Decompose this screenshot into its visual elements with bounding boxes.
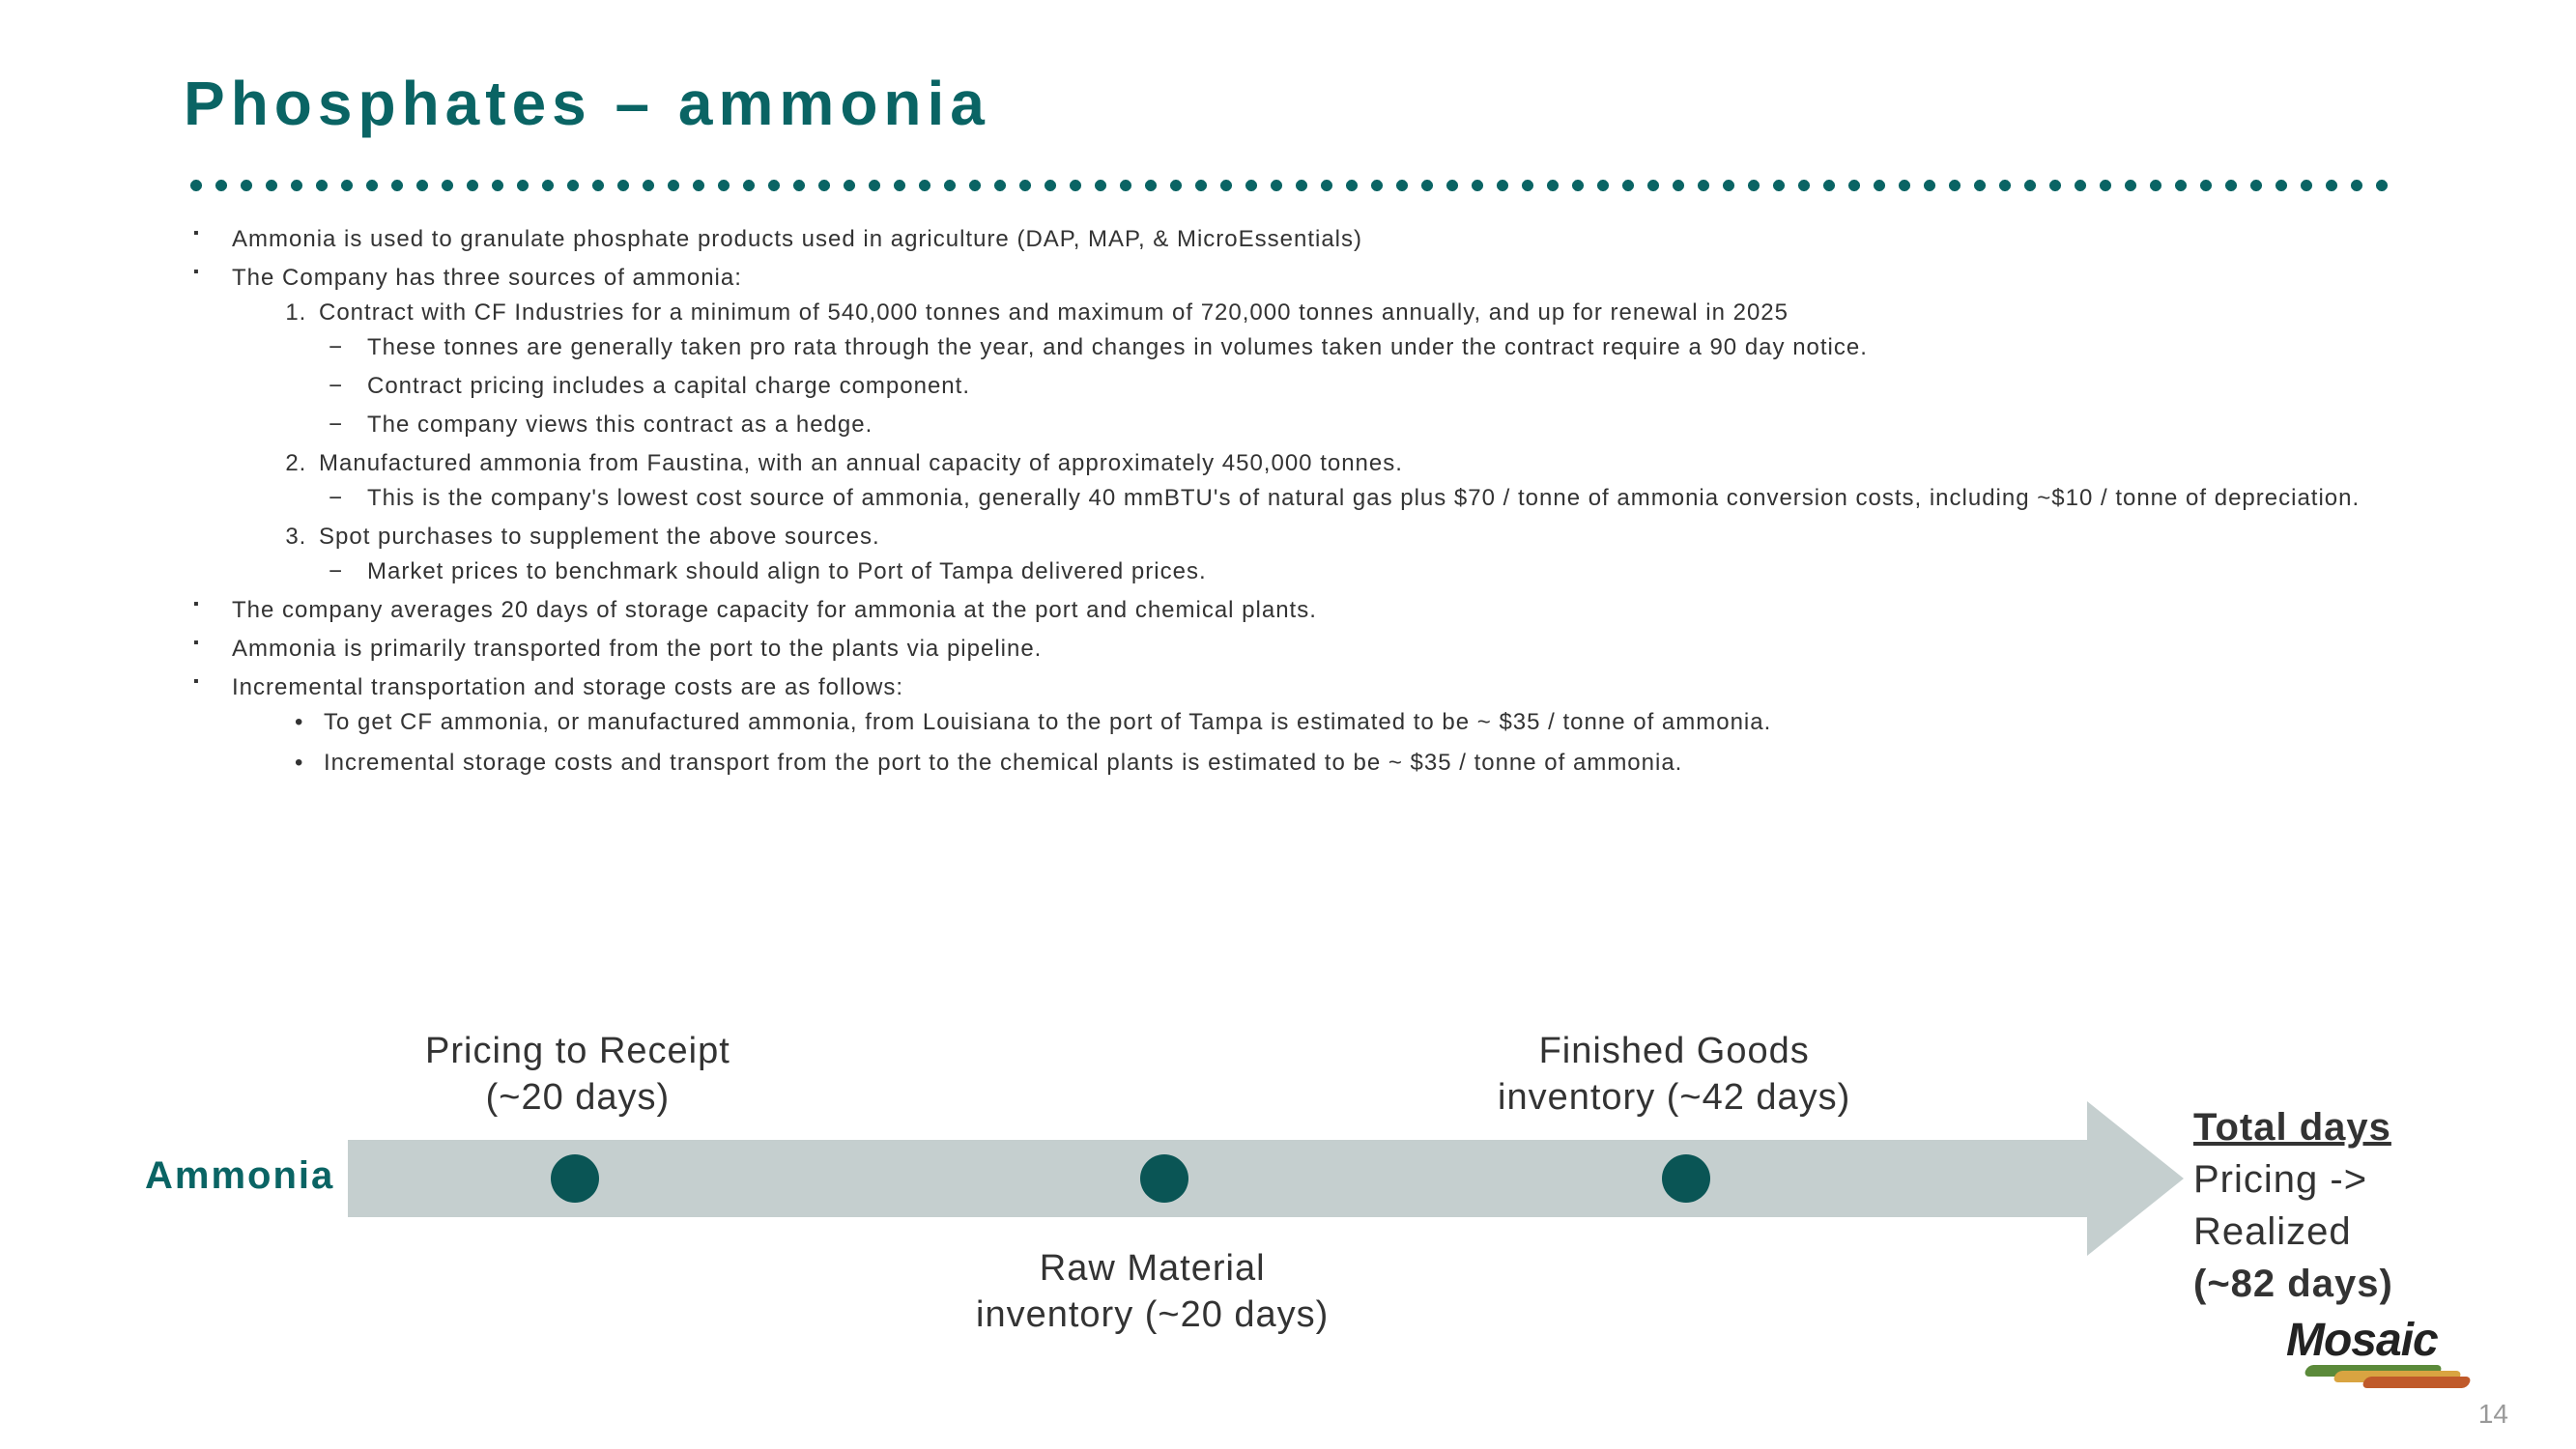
bullet: The Company has three sources of ammonia… — [184, 261, 2392, 589]
slide: Phosphates – ammonia Ammonia is used to … — [0, 0, 2576, 1449]
bullet: Ammonia is used to granulate phosphate p… — [184, 222, 2392, 257]
stage-label-line: inventory (~42 days) — [1498, 1075, 1850, 1122]
total-line: Realized — [2193, 1206, 2393, 1258]
numbered-item: Spot purchases to supplement the above s… — [314, 520, 2392, 589]
logo-text: Mosaic — [2286, 1314, 2499, 1367]
sub-bullet: Market prices to benchmark should align … — [319, 554, 2392, 589]
stage-label-line: Pricing to Receipt — [425, 1029, 730, 1075]
numbered-text: Manufactured ammonia from Faustina, with… — [319, 450, 1403, 476]
sub-bullet: To get CF ammonia, or manufactured ammon… — [285, 705, 2392, 740]
stage-label-line: inventory (~20 days) — [976, 1293, 1329, 1339]
arrow-body — [348, 1140, 2087, 1217]
stage-label-line: Raw Material — [976, 1246, 1329, 1293]
stage-label: Pricing to Receipt(~20 days) — [425, 1029, 730, 1121]
timeline-diagram: Ammonia Pricing to Receipt(~20 days) Raw … — [145, 1005, 2431, 1391]
content-body: Ammonia is used to granulate phosphate p… — [184, 222, 2392, 781]
numbered-text: Contract with CF Industries for a minimu… — [319, 299, 1789, 326]
stage-label-line: (~20 days) — [425, 1075, 730, 1122]
bullet: Incremental transportation and storage c… — [184, 670, 2392, 781]
sub-bullet: This is the company's lowest cost source… — [319, 481, 2392, 516]
total-line: (~82 days) — [2193, 1258, 2393, 1310]
numbered-item: Contract with CF Industries for a minimu… — [314, 296, 2392, 442]
stage-label: Raw Materialinventory (~20 days) — [976, 1246, 1329, 1338]
stage-dot — [1140, 1154, 1188, 1203]
numbered-item: Manufactured ammonia from Faustina, with… — [314, 446, 2392, 516]
total-days-box: Total days Pricing -> Realized (~82 days… — [2193, 1101, 2393, 1310]
arrow-shape — [348, 1140, 2184, 1217]
page-number: 14 — [2478, 1399, 2508, 1430]
stage-dot — [551, 1154, 599, 1203]
stage-label-line: Finished Goods — [1498, 1029, 1850, 1075]
arrow-head — [2087, 1101, 2184, 1256]
stage-label: Finished Goodsinventory (~42 days) — [1498, 1029, 1850, 1121]
dot-separator — [184, 178, 2392, 193]
diagram-row-label: Ammonia — [145, 1154, 334, 1198]
bullet: Ammonia is primarily transported from th… — [184, 632, 2392, 667]
sub-bullet: The company views this contract as a hed… — [319, 408, 2392, 442]
sub-bullet: Contract pricing includes a capital char… — [319, 369, 2392, 404]
total-heading: Total days — [2193, 1101, 2393, 1153]
bullet-text: Incremental transportation and storage c… — [232, 674, 903, 700]
stage-dot — [1662, 1154, 1710, 1203]
swoosh-stripe — [2361, 1377, 2472, 1388]
total-line: Pricing -> — [2193, 1153, 2393, 1206]
bullet: The company averages 20 days of storage … — [184, 593, 2392, 628]
logo-swoosh — [2286, 1365, 2499, 1384]
mosaic-logo: Mosaic — [2286, 1314, 2499, 1391]
slide-title: Phosphates – ammonia — [184, 68, 2392, 139]
bullet-text: The Company has three sources of ammonia… — [232, 265, 742, 291]
numbered-text: Spot purchases to supplement the above s… — [319, 524, 880, 550]
sub-bullet: These tonnes are generally taken pro rat… — [319, 330, 2392, 365]
sub-bullet: Incremental storage costs and transport … — [285, 746, 2392, 781]
